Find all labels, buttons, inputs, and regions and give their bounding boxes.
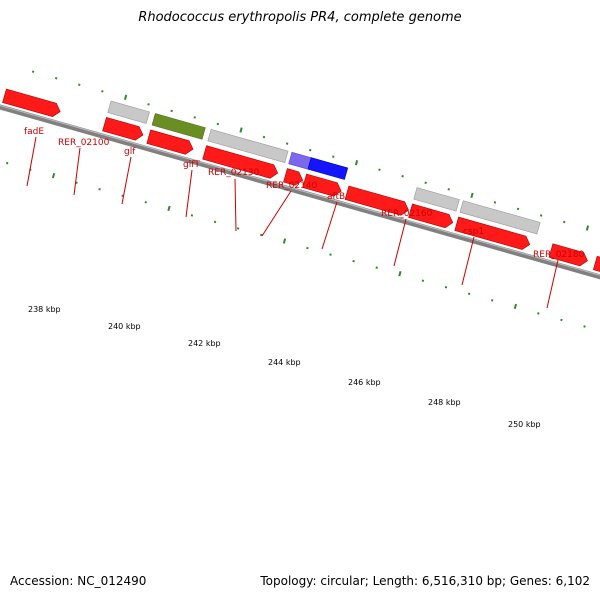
gene-label-rer-02160[interactable]: RER_02160 bbox=[381, 209, 433, 219]
cds-arrow[interactable] bbox=[592, 255, 600, 289]
scale-labels: 238 kbp 240 kbp 242 kbp 244 kbp 246 kbp … bbox=[28, 305, 541, 429]
scale-label: 244 kbp bbox=[268, 358, 301, 367]
cds-arrow[interactable] bbox=[302, 173, 343, 198]
cds-arrow[interactable] bbox=[146, 129, 195, 156]
gene-label-fade[interactable]: fadE bbox=[24, 127, 44, 137]
gene-label-glf[interactable]: glf bbox=[124, 147, 136, 157]
lower-tick-row bbox=[5, 161, 586, 328]
cds-row bbox=[2, 88, 600, 289]
cds-arrow[interactable] bbox=[548, 243, 589, 268]
gene-rer-02130-box[interactable] bbox=[288, 151, 312, 170]
cds-arrow[interactable] bbox=[408, 203, 455, 229]
gene-label-rer-02130[interactable]: RER_02130 bbox=[208, 168, 260, 178]
gene-glf-box[interactable] bbox=[151, 113, 206, 140]
gene-rer-02160-box[interactable] bbox=[413, 187, 460, 212]
gene-rer-02100-box[interactable] bbox=[107, 100, 150, 124]
gene-label-aftb[interactable]: aftB bbox=[327, 192, 345, 202]
gene-label-csp1[interactable]: csp1 bbox=[463, 227, 484, 237]
gene-leader-lines bbox=[26, 136, 559, 309]
gene-label-rer-02140[interactable]: RER_02140 bbox=[266, 181, 318, 191]
genome-backbone bbox=[0, 99, 600, 301]
cds-arrow[interactable] bbox=[283, 168, 304, 187]
scale-label: 250 kbp bbox=[508, 420, 541, 429]
scale-label: 248 kbp bbox=[428, 398, 461, 407]
gene-labels: fadE RER_02100 glf glfT RER_02130 RER_02… bbox=[24, 127, 585, 260]
cds-arrow[interactable] bbox=[2, 88, 63, 118]
gene-glft-box[interactable] bbox=[207, 128, 289, 164]
gene-label-rer-02180[interactable]: RER_02180 bbox=[533, 250, 585, 260]
accession-text: Accession: NC_012490 bbox=[10, 574, 147, 588]
upper-tick-row bbox=[31, 70, 590, 231]
scale-label: 240 kbp bbox=[108, 322, 141, 331]
scale-label: 238 kbp bbox=[28, 305, 61, 314]
cds-arrow[interactable] bbox=[454, 216, 532, 251]
gene-label-glft[interactable]: glfT bbox=[183, 160, 200, 170]
cds-arrow[interactable] bbox=[344, 185, 410, 217]
scale-label: 242 kbp bbox=[188, 339, 221, 348]
gene-csp1-box[interactable] bbox=[459, 200, 541, 235]
genome-title: Rhodococcus erythropolis PR4, complete g… bbox=[138, 10, 462, 25]
gene-rer-02140-box[interactable] bbox=[307, 157, 349, 180]
scale-label: 246 kbp bbox=[348, 378, 381, 387]
upper-gene-row bbox=[107, 100, 541, 235]
cds-arrow[interactable] bbox=[202, 145, 280, 180]
cds-arrow[interactable] bbox=[102, 117, 145, 141]
genome-stats-text: Topology: circular; Length: 6,516,310 bp… bbox=[260, 574, 590, 588]
gene-label-rer-02100[interactable]: RER_02100 bbox=[58, 138, 110, 148]
